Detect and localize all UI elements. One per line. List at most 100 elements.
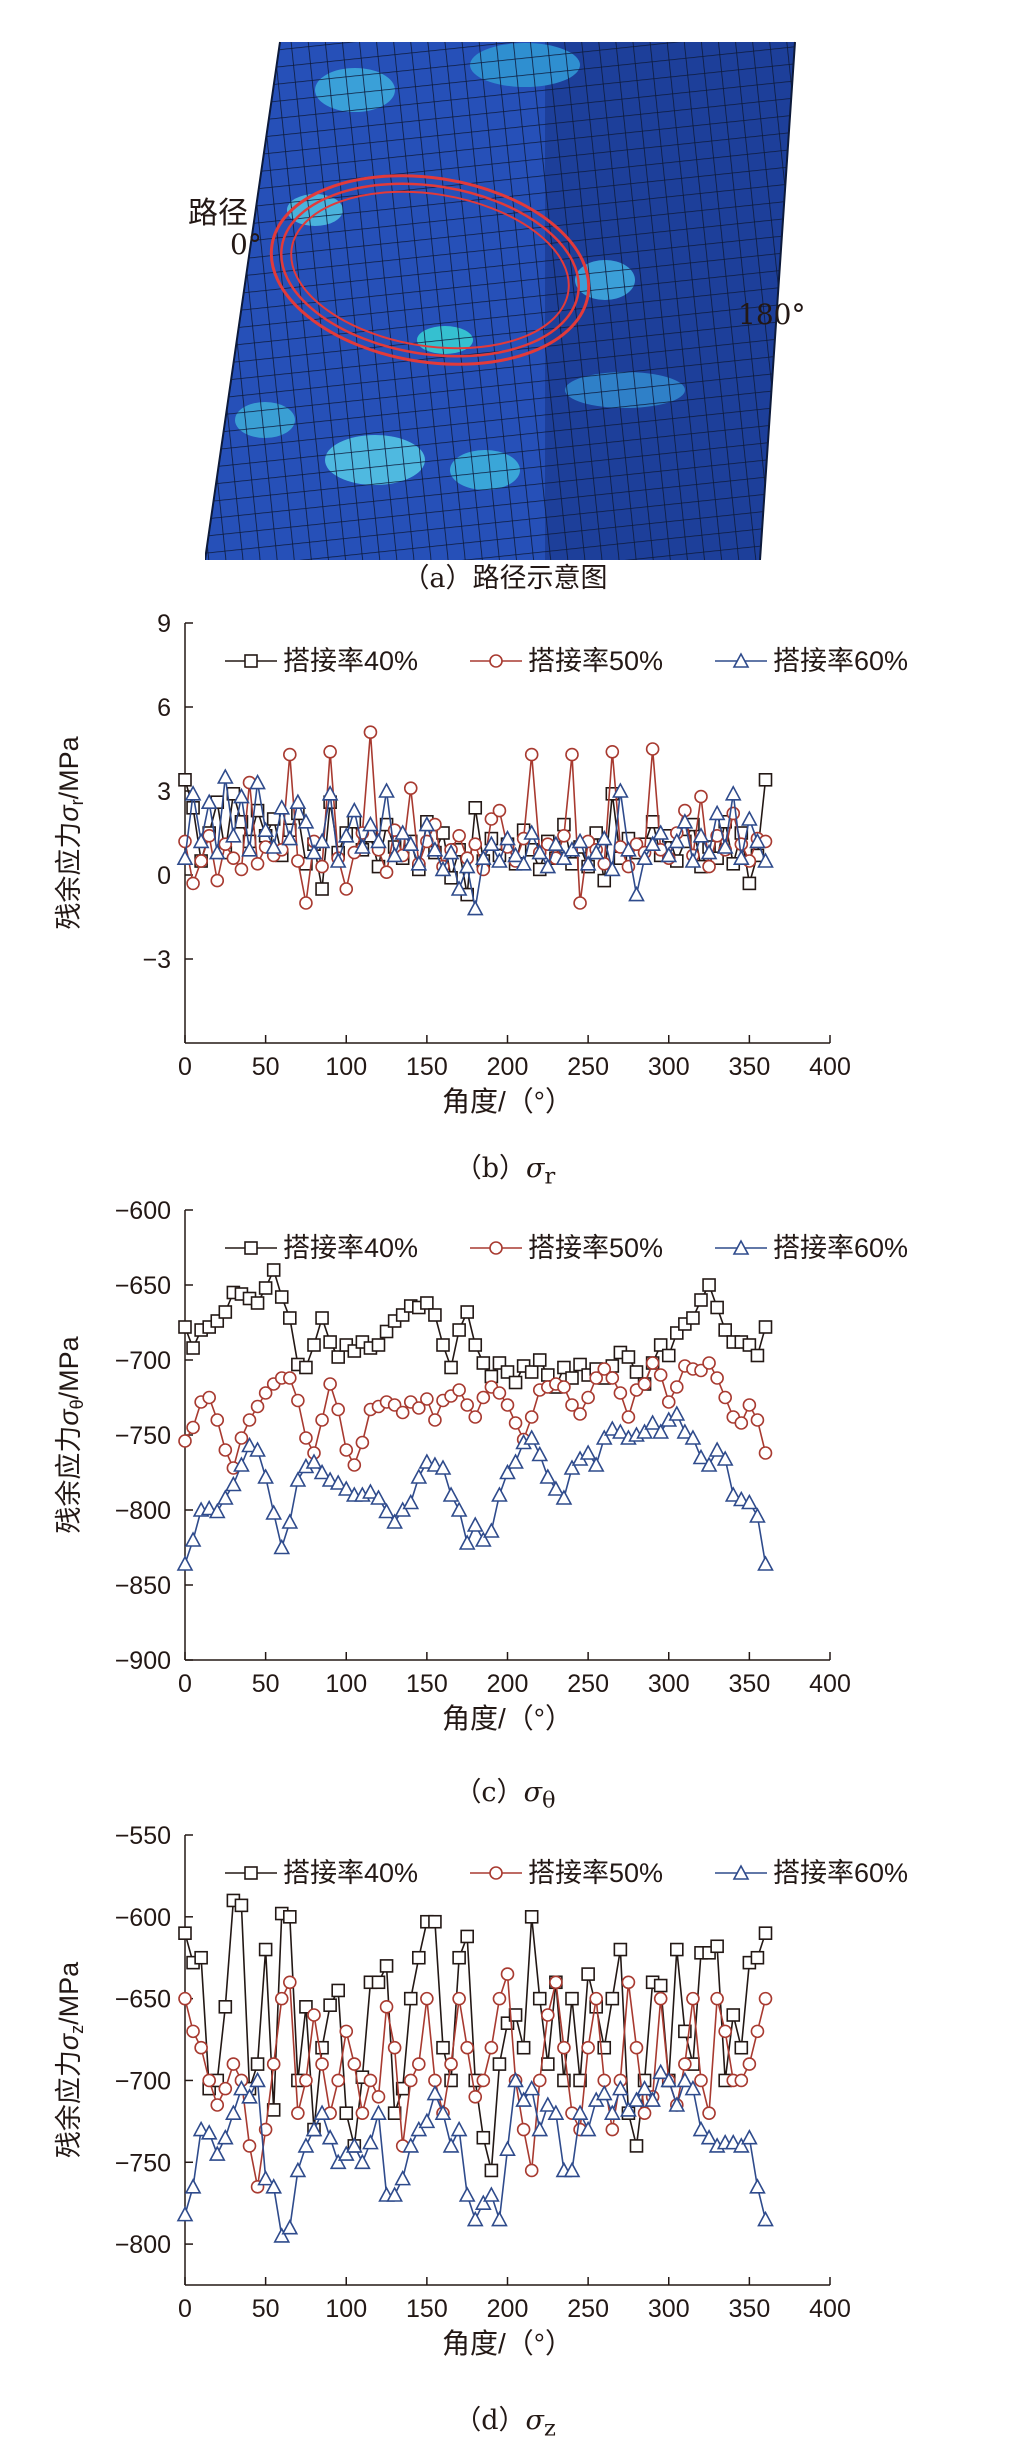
sigma-theta-data-point [218, 1305, 233, 1319]
sigma-theta-data-point [507, 1453, 524, 1469]
sigma-z-data-point [305, 2120, 323, 2137]
sigma-theta-data-point [573, 1407, 587, 1421]
sigma-z-data-point [484, 2040, 499, 2055]
sigma-r-data-point [531, 843, 549, 860]
sigma-theta-data-point [539, 1468, 557, 1484]
sigma-theta-data-point [420, 1392, 434, 1406]
sigma-z-x-tick-label: 50 [252, 2295, 280, 2323]
sigma-theta-x-tick-label: 150 [406, 1670, 448, 1698]
sigma-theta-data-point [418, 1453, 436, 1469]
path-ring [269, 174, 591, 366]
sigma-r-data-point [676, 813, 694, 829]
sigma-z-data-point [734, 2040, 749, 2055]
sigma-theta-data-point [452, 1383, 466, 1397]
sigma-theta-data-point [710, 1300, 724, 1315]
sigma-theta-data-point [329, 1474, 347, 1490]
sigma-theta-data-point [258, 1386, 273, 1400]
sigma-r-data-point [323, 745, 337, 759]
sigma-theta-data-point [732, 1490, 750, 1507]
sigma-theta-data-point [331, 1350, 345, 1364]
sigma-theta-data-point [749, 1507, 766, 1523]
sigma-r-y-axis-label: 残余应力σr/MPa [54, 735, 87, 929]
sigma-r-data-point [612, 782, 629, 798]
sigma-r-data-point [210, 873, 225, 888]
sigma-r-data-point [186, 801, 200, 815]
sigma-theta-data-point [434, 1459, 452, 1475]
sigma-r-data-point [645, 815, 660, 829]
sigma-theta-data-point [208, 1502, 226, 1519]
sigma-z-data-point [329, 2153, 347, 2170]
sigma-r-data-point [758, 773, 773, 787]
sigma-theta-data-point [460, 1305, 474, 1319]
sigma-r-data-point [660, 846, 678, 863]
sigma-z-data-point [418, 2112, 436, 2129]
sigma-z-data-point [500, 1967, 515, 1981]
sigma-z-data-point [750, 2024, 765, 2039]
sigma-z-legend-marker [732, 1864, 750, 1880]
sigma-theta-data-point [758, 1446, 773, 1460]
sigma-z-x-tick-label: 250 [567, 2295, 609, 2323]
sigma-theta-data-point [450, 1501, 468, 1517]
sigma-z-x-tick-label: 300 [648, 2295, 690, 2323]
caption-c-prefix: （c） [454, 1777, 524, 1808]
sigma-theta-legend-marker [244, 1241, 258, 1255]
sigma-r-data-point [716, 838, 734, 854]
sigma-z-x-tick-label: 0 [178, 2295, 192, 2323]
sigma-z-data-point [492, 2057, 507, 2071]
sigma-theta-data-point [281, 1513, 299, 1529]
sigma-z-data-point [194, 1950, 208, 1965]
sigma-z-data-point [710, 1939, 724, 1954]
sigma-theta-data-point [758, 1320, 773, 1334]
sigma-z-y-tick-label: −800 [115, 2231, 171, 2259]
sigma-z-data-point [266, 2057, 281, 2071]
sigma-theta-data-point [289, 1471, 307, 1487]
sigma-theta-x-tick-label: 0 [178, 1670, 192, 1698]
sigma-z-series-1 [178, 1967, 773, 2194]
sigma-r-data-point [708, 804, 726, 821]
sigma-r-data-point [394, 824, 412, 840]
sigma-theta-data-point [621, 1350, 636, 1364]
sigma-r-series-2 [176, 768, 774, 916]
sigma-r-data-point [426, 841, 444, 857]
sigma-theta-data-point [283, 1311, 297, 1325]
sigma-theta-data-point [661, 1395, 676, 1409]
sigma-z-data-point [579, 2120, 597, 2137]
sigma-r-data-point [354, 838, 371, 854]
sigma-r-data-point [225, 827, 242, 843]
label-path: 路径 [188, 196, 248, 231]
sigma-theta-data-point [499, 1463, 516, 1480]
sigma-r-x-tick-label: 200 [487, 1053, 529, 1081]
sigma-theta-data-point [186, 1420, 200, 1435]
sigma-theta-data-point [613, 1386, 628, 1400]
sigma-theta-data-point [547, 1480, 565, 1496]
sigma-r-x-tick-label: 300 [648, 1053, 690, 1081]
sigma-z-data-point [362, 2133, 379, 2150]
sigma-r-data-point [178, 834, 192, 849]
sigma-z-data-point [274, 1991, 289, 2006]
sigma-theta-data-point [523, 1429, 541, 1445]
sigma-theta-x-tick-label: 200 [487, 1670, 529, 1698]
sigma-z-y-tick-label: −650 [115, 1986, 171, 2014]
sigma-z-data-point [670, 1942, 684, 1957]
sigma-theta-legend-entry: 搭接率50% [470, 1233, 663, 1263]
sigma-z-data-point [291, 2106, 305, 2120]
sigma-theta-data-point [370, 1489, 387, 1505]
sigma-theta-data-point [378, 1502, 395, 1519]
sigma-r-data-point [524, 747, 539, 762]
sigma-z-data-point [660, 2071, 678, 2088]
sigma-z-data-point [589, 1991, 603, 2006]
sigma-theta-data-point [661, 1348, 676, 1363]
sigma-r-data-point [362, 815, 379, 832]
sigma-theta-data-point [524, 1410, 539, 1424]
sigma-theta-x-tick-label: 350 [729, 1670, 771, 1698]
sigma-r-data-point [339, 882, 354, 896]
sigma-z-data-point [370, 2104, 387, 2120]
sigma-theta-y-tick-label: −800 [115, 1497, 171, 1525]
caption-b-prefix: （b） [454, 1153, 527, 1184]
sigma-z-data-point [450, 2120, 468, 2137]
sigma-z-legend-entry: 搭接率60% [715, 1858, 908, 1888]
sigma-z-data-point [444, 2057, 458, 2071]
sigma-theta-data-point [483, 1522, 500, 1538]
sigma-theta-data-point [508, 1416, 523, 1430]
sigma-theta-data-point [233, 1456, 250, 1472]
